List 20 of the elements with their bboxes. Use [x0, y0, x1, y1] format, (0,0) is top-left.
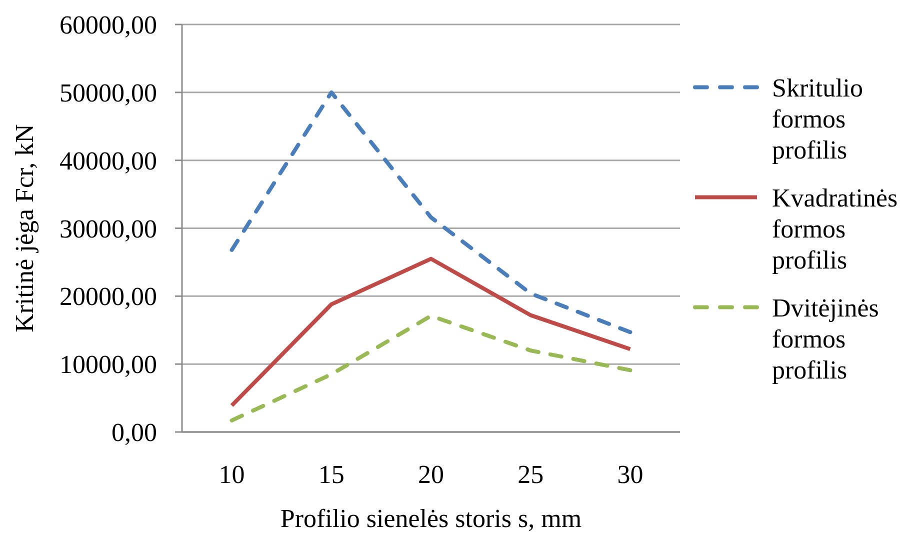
line-series	[230, 256, 632, 408]
y-tick-label: 30000,00	[60, 214, 157, 243]
y-axis-title: Kritinė jėga Fcr, kN	[10, 124, 38, 332]
y-tick-label: 10000,00	[60, 350, 157, 379]
x-axis-title: Profilio sienelės storis s, mm	[280, 504, 582, 532]
y-tick-label: 0,00	[112, 418, 157, 446]
x-tick-label: 30	[617, 460, 644, 488]
x-tick-label: 10	[218, 460, 245, 488]
line-series	[230, 90, 632, 334]
x-tick-label: 20	[418, 460, 444, 488]
x-tick-label: 15	[318, 460, 344, 488]
line-series	[230, 314, 632, 422]
y-tick-label: 50000,00	[60, 78, 157, 107]
y-tick-label: 20000,00	[60, 282, 157, 311]
legend-label: Skritulio formos profilis	[772, 72, 864, 164]
x-tick-label: 25	[518, 460, 544, 488]
y-tick-label: 60000,00	[60, 10, 157, 39]
legend-label: Dvitėjinės formos profilis	[772, 292, 879, 384]
legend-label: Kvadratinės formos profilis	[772, 182, 898, 274]
y-tick-label: 40000,00	[60, 146, 157, 175]
